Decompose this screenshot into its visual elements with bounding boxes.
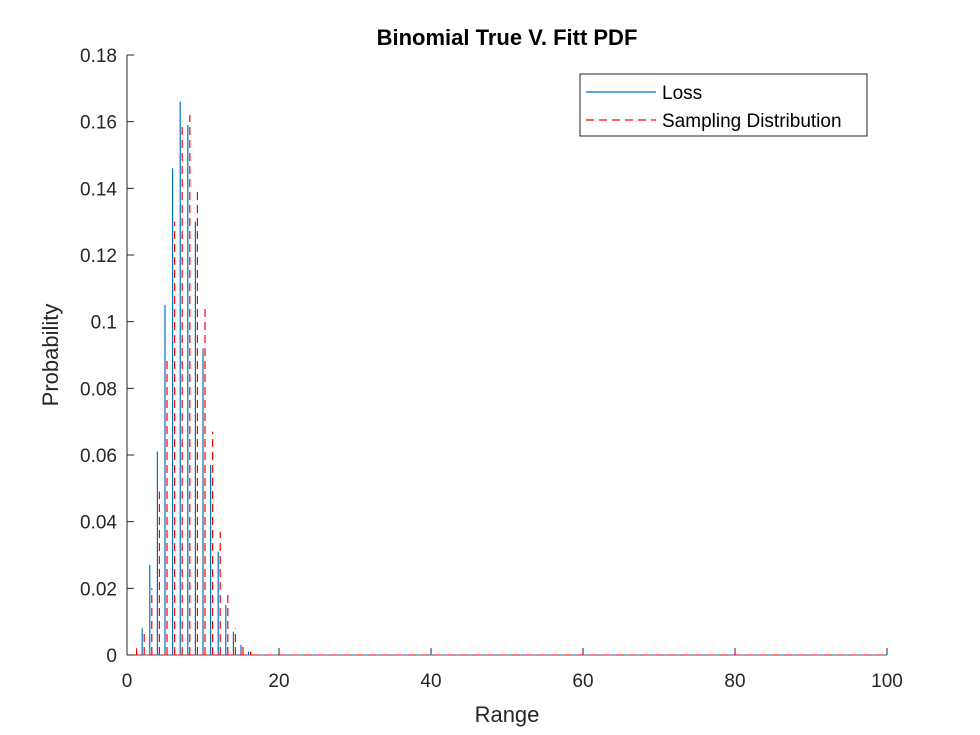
x-tick-label: 20 [268,671,289,692]
legend: Loss Sampling Distribution [579,73,868,137]
y-tick-label: 0.04 [80,513,117,534]
y-ticks: 0 0.02 0.04 0.06 0.08 0.1 0.12 0.14 0.16 0.18 [80,46,134,667]
y-axis-label: Probability [38,304,63,407]
y-tick-label: 0.16 [80,113,117,134]
y-tick-label: 0.1 [91,313,117,334]
legend-box [579,73,868,137]
y-tick-label: 0.08 [80,379,117,400]
x-tick-label: 60 [572,671,593,692]
y-tick-label: 0.06 [80,446,117,467]
legend-label-sampling: Sampling Distribution [662,111,842,132]
x-tick-label: 40 [420,671,441,692]
y-tick-label: 0.14 [80,179,117,200]
y-tick-label: 0.02 [80,579,117,600]
axes: 0 20 40 60 80 100 0 0.02 0.04 0.06 0.08 0.1 0.12 0.1… [80,46,903,692]
series-sampling-distribution [134,115,887,656]
x-ticks: 0 20 40 60 80 100 [122,648,903,692]
x-tick-label: 100 [871,671,903,692]
legend-label-loss: Loss [662,83,702,104]
y-tick-label: 0.18 [80,46,117,67]
x-axis-label: Range [475,702,540,727]
plot-area [134,101,887,656]
y-tick-label: 0 [106,646,117,667]
x-tick-label: 80 [724,671,745,692]
y-tick-label: 0.12 [80,246,117,267]
chart-title: Binomial True V. Fitt PDF [377,25,638,50]
x-tick-label: 0 [122,671,133,692]
